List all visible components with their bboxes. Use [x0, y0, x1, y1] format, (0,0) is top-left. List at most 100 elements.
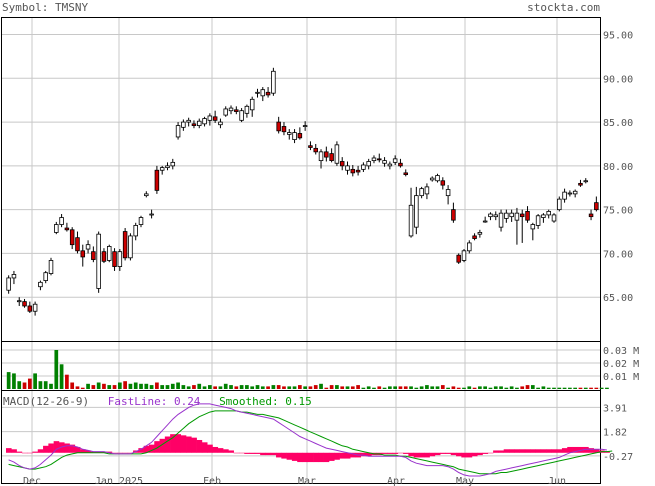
macd-tick-label: 3.91	[603, 403, 627, 414]
candle-body	[482, 220, 488, 223]
volume-bar	[520, 386, 525, 389]
candle-body	[149, 213, 154, 216]
candle-body	[408, 204, 414, 237]
volume-bar	[170, 383, 175, 389]
macd-histogram-bar	[477, 452, 483, 456]
volume-bar	[255, 385, 260, 389]
volume-bar	[377, 386, 382, 389]
macd-histogram-bar	[307, 452, 314, 463]
candle-body	[541, 214, 546, 218]
candle-body	[175, 125, 181, 138]
candle-body	[535, 215, 541, 226]
macd-histogram-bar	[397, 452, 404, 454]
volume-bar	[382, 387, 387, 389]
macd-histogram-bar	[387, 452, 393, 454]
macd-histogram-bar	[487, 452, 494, 454]
macd-histogram-bar	[48, 443, 54, 453]
candle-body	[414, 195, 419, 228]
volume-bar	[541, 386, 546, 389]
candle-body	[504, 212, 509, 219]
candle-body	[48, 260, 54, 274]
candle-body	[197, 120, 202, 126]
panel-border	[1, 17, 601, 342]
candle-body	[498, 212, 504, 228]
candle-body	[202, 118, 207, 125]
macd-histogram-bar	[6, 448, 12, 453]
candle-body	[85, 244, 91, 250]
volume-bar	[366, 386, 371, 389]
macd-smoothed-line	[8, 410, 613, 475]
macd-histogram-bar	[180, 435, 187, 453]
volume-bar	[435, 386, 440, 389]
volume-bar	[462, 387, 466, 389]
volume-bar	[409, 386, 413, 389]
volume-bar	[335, 385, 339, 389]
volume-bar	[483, 386, 488, 389]
macd-histogram-bar	[159, 438, 166, 453]
macd-histogram-bar	[74, 446, 81, 453]
volume-tick-label: 0.03 M	[603, 346, 639, 357]
volume-bar	[292, 386, 297, 389]
macd-histogram-bar	[223, 449, 229, 453]
volume-bar	[17, 381, 22, 389]
macd-histogram-bar	[281, 452, 287, 459]
candle-body	[228, 107, 234, 112]
volume-bar	[91, 385, 96, 389]
macd-histogram-bar	[85, 450, 92, 453]
volume-bar	[356, 385, 360, 389]
site-brand: stockta.com	[527, 1, 600, 14]
x-tick-label: Jan 2025	[95, 476, 143, 486]
macd-histogram-bar	[244, 452, 250, 454]
macd-histogram-bar	[360, 452, 367, 457]
candle-body	[38, 281, 43, 288]
volume-bar	[425, 385, 429, 389]
candle-body	[493, 214, 499, 218]
volume-bar	[176, 382, 180, 389]
volume-bar	[65, 374, 69, 389]
volume-bar	[27, 378, 32, 389]
volume-bar	[123, 381, 127, 389]
candle-body	[440, 180, 446, 186]
volume-bar	[303, 386, 308, 389]
candle-body	[69, 229, 75, 246]
volume-bar	[197, 383, 202, 389]
macd-histogram-bar	[482, 452, 489, 454]
candle-body	[234, 109, 239, 112]
macd-histogram-bar	[323, 452, 330, 463]
candle-body	[117, 251, 123, 267]
volume-bar	[112, 385, 117, 389]
candle-body	[361, 164, 366, 170]
symbol-label: Symbol: TMSNY	[2, 1, 88, 14]
volume-bar	[6, 372, 11, 389]
price-tick-label: 70.00	[603, 249, 633, 260]
macd-histogram-bar	[588, 448, 595, 453]
macd-histogram-bar	[260, 452, 266, 456]
candle-body	[398, 162, 403, 167]
candle-body	[297, 133, 303, 139]
candle-body	[366, 161, 371, 167]
x-tick-label: May	[456, 476, 474, 486]
macd-histogram-bar	[440, 452, 446, 454]
volume-bar	[139, 383, 143, 389]
candle-body	[106, 246, 112, 261]
price-tick-label: 85.00	[603, 118, 633, 129]
candle-body	[318, 151, 324, 162]
macd-histogram-bar	[350, 452, 356, 458]
volume-bar	[467, 386, 472, 389]
volume-tick-label: 0.02 M	[603, 359, 639, 370]
candle-body	[424, 186, 430, 195]
volume-bar	[276, 385, 281, 389]
candle-body	[165, 165, 170, 169]
macd-histogram-bar	[233, 452, 240, 454]
macd-histogram-bar	[37, 449, 44, 453]
macd-histogram-bar	[498, 450, 504, 453]
volume-bar	[245, 385, 249, 389]
candle-body	[218, 121, 223, 126]
candle-body	[546, 210, 551, 216]
macd-histogram-bar	[519, 449, 526, 453]
macd-histogram-bar	[413, 452, 420, 458]
candle-body	[488, 213, 493, 218]
volume-bar	[250, 386, 255, 389]
volume-bar	[313, 385, 318, 389]
